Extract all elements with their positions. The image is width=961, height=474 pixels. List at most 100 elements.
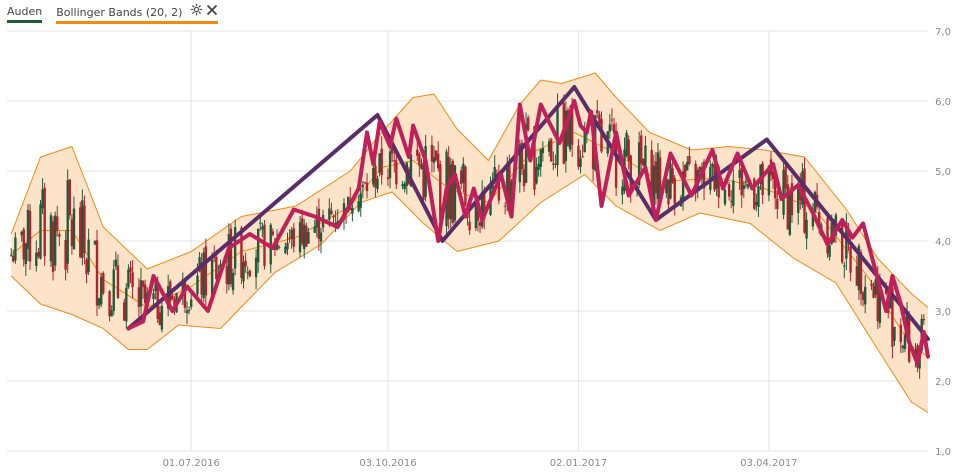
candle-body bbox=[24, 243, 28, 265]
candle-body bbox=[380, 148, 383, 176]
candle-body bbox=[826, 217, 829, 254]
candle-body bbox=[307, 231, 310, 244]
zigzag-fine-line bbox=[126, 99, 930, 366]
candle-body bbox=[891, 287, 894, 347]
candle-body bbox=[290, 229, 293, 239]
candle-body bbox=[788, 189, 792, 235]
candle-body bbox=[786, 184, 789, 230]
candle-body bbox=[300, 218, 304, 244]
legend-item-auden[interactable]: Auden bbox=[7, 5, 43, 23]
candle-body bbox=[797, 185, 800, 213]
candle-body bbox=[451, 161, 455, 223]
candle-body bbox=[28, 210, 32, 262]
candle-body bbox=[328, 208, 331, 220]
candle-body bbox=[857, 245, 861, 291]
candle-body bbox=[422, 162, 425, 200]
candle-body bbox=[480, 191, 484, 227]
candle-body bbox=[41, 189, 44, 209]
candle-body bbox=[683, 165, 687, 178]
candle-body bbox=[125, 287, 128, 322]
candle-body bbox=[730, 200, 733, 202]
candle-body bbox=[665, 178, 668, 194]
candle-body bbox=[654, 161, 658, 194]
candle-body bbox=[493, 166, 496, 182]
candle-body bbox=[608, 124, 612, 132]
candle-body bbox=[738, 169, 741, 178]
legend-item-bollinger[interactable]: Bollinger Bands (20, 2) bbox=[56, 3, 218, 24]
candle-body bbox=[365, 182, 369, 192]
candle-body bbox=[767, 165, 771, 196]
candle-body bbox=[468, 221, 471, 231]
candle-body bbox=[612, 124, 616, 134]
candle-body bbox=[893, 326, 896, 341]
candle-body bbox=[185, 310, 189, 314]
legend-label-bollinger: Bollinger Bands (20, 2) bbox=[56, 6, 183, 19]
candle-body bbox=[901, 345, 905, 349]
candle-body bbox=[673, 178, 676, 204]
bollinger-upper-line bbox=[10, 72, 929, 308]
candle-body bbox=[610, 119, 614, 121]
candle-body bbox=[416, 149, 419, 156]
candle-body bbox=[305, 226, 308, 247]
candle-body bbox=[537, 163, 540, 170]
x-tick-label: 03.04.2017 bbox=[740, 458, 797, 469]
candle-body bbox=[570, 109, 574, 145]
candle-body bbox=[727, 184, 731, 197]
candle-body bbox=[200, 262, 203, 295]
candle-body bbox=[158, 312, 162, 326]
candle-body bbox=[658, 157, 662, 199]
candle-body bbox=[319, 232, 323, 242]
candle-body bbox=[554, 163, 557, 165]
y-tick-label: 3,0 bbox=[935, 307, 951, 318]
candle-body bbox=[196, 275, 199, 295]
candle-body bbox=[642, 158, 645, 166]
candle-body bbox=[614, 134, 618, 188]
candle-body bbox=[131, 272, 134, 288]
candle-body bbox=[233, 227, 237, 269]
candle-body bbox=[652, 165, 655, 208]
candle-body bbox=[79, 207, 82, 258]
candle-body bbox=[420, 164, 423, 169]
candle-body bbox=[95, 240, 99, 306]
candle-body bbox=[231, 272, 235, 291]
candle-body bbox=[376, 178, 379, 189]
candle-body bbox=[864, 286, 867, 305]
candle-body bbox=[51, 221, 55, 272]
candle-body bbox=[288, 237, 291, 239]
candle-body bbox=[535, 166, 538, 184]
candle-body bbox=[518, 144, 522, 183]
candle-body bbox=[363, 181, 367, 183]
x-tick-label: 01.07.2016 bbox=[163, 458, 220, 469]
candle-body bbox=[773, 174, 777, 199]
legend-underline-auden bbox=[7, 19, 43, 23]
candle-body bbox=[899, 324, 902, 342]
candle-body bbox=[386, 177, 390, 179]
x-tick-label: 03.10.2016 bbox=[359, 458, 416, 469]
candle-body bbox=[830, 222, 833, 244]
candle-body bbox=[520, 142, 524, 170]
candle-body bbox=[669, 163, 672, 199]
candle-body bbox=[847, 229, 850, 241]
candle-body bbox=[671, 168, 674, 183]
candle-body bbox=[99, 277, 103, 305]
candle-body bbox=[58, 234, 61, 237]
candle-body bbox=[596, 110, 599, 114]
candle-body bbox=[568, 109, 572, 150]
candle-body bbox=[286, 242, 289, 250]
candle-body bbox=[790, 183, 794, 216]
candle-body bbox=[805, 219, 808, 239]
candle-body bbox=[591, 128, 595, 170]
candle-body bbox=[746, 184, 750, 188]
close-icon[interactable] bbox=[206, 4, 218, 16]
candle-body bbox=[160, 305, 164, 330]
y-tick-label: 2,0 bbox=[935, 377, 951, 388]
candle-body bbox=[141, 281, 145, 287]
candle-body bbox=[686, 161, 689, 171]
candle-body bbox=[656, 152, 660, 200]
candle-body bbox=[334, 222, 337, 225]
candle-body bbox=[171, 295, 174, 300]
candle-body bbox=[166, 286, 170, 309]
candle-body bbox=[64, 240, 67, 270]
gear-icon[interactable] bbox=[190, 3, 203, 16]
candle-body bbox=[598, 114, 601, 125]
